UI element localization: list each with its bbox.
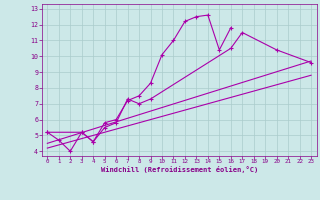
X-axis label: Windchill (Refroidissement éolien,°C): Windchill (Refroidissement éolien,°C) xyxy=(100,166,258,173)
